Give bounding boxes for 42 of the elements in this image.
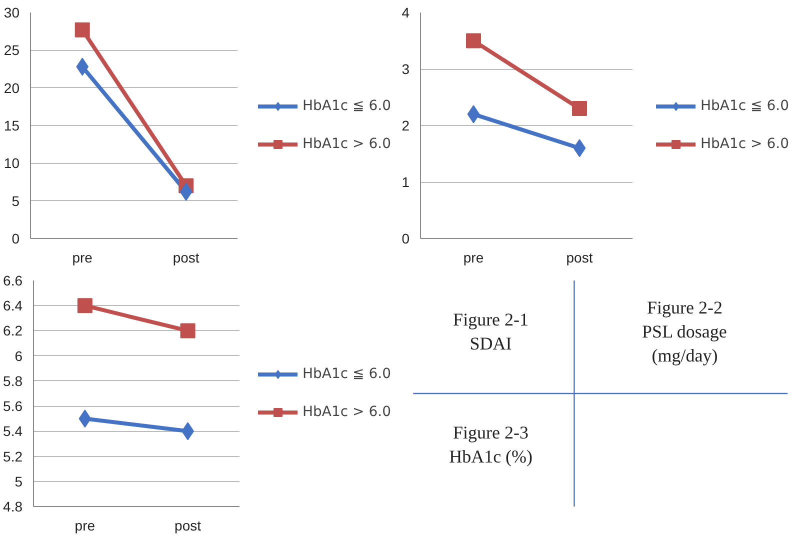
point <box>466 33 481 48</box>
x-tick-label: pre <box>72 250 93 266</box>
point <box>77 298 92 314</box>
point <box>74 22 90 38</box>
y-tick-label: 5.2 <box>3 448 23 464</box>
x-tick-label: post <box>172 250 200 266</box>
caption: Figure 2-1 SDAI <box>453 309 529 354</box>
x-tick-label: pre <box>74 518 96 534</box>
point <box>572 101 587 116</box>
y-tick-label: 4 <box>402 4 410 20</box>
y-tick-label: 5 <box>14 473 23 490</box>
legend-label: HbA1c ≦ 6.0 <box>700 98 789 114</box>
legend-label: HbA1c > 6.0 <box>302 404 391 420</box>
legend-label: HbA1c ≦ 6.0 <box>302 366 391 382</box>
y-tick-label: 5.4 <box>3 423 23 440</box>
y-tick-label: 0 <box>12 230 20 246</box>
legend-label: HbA1c > 6.0 <box>700 136 789 152</box>
y-tick-label: 4.8 <box>3 498 23 514</box>
y-tick-label: 6.4 <box>3 298 23 314</box>
y-tick-label: 6 <box>14 348 23 364</box>
y-tick-label: 15 <box>4 118 20 134</box>
point <box>180 323 196 338</box>
y-tick-label: 20 <box>4 80 20 96</box>
y-tick-label: 3 <box>402 61 410 77</box>
legend-label: HbA1c ≦ 6.0 <box>302 98 391 114</box>
y-tick-label: 2 <box>402 118 410 134</box>
caption: Figure 2-3 HbA1c (%) <box>449 422 533 466</box>
caption: Figure 2-2 PSL dosage (mg/day) <box>642 297 727 366</box>
y-tick-label: 30 <box>4 4 20 20</box>
y-tick-label: 1 <box>402 174 410 190</box>
x-tick-label: pre <box>463 250 484 266</box>
legend-label: HbA1c > 6.0 <box>302 136 391 152</box>
y-tick-label: 5 <box>12 192 20 209</box>
y-tick-label: 10 <box>4 155 20 172</box>
y-tick-label: 5.8 <box>3 372 23 389</box>
y-tick-label: 6.2 <box>3 322 23 339</box>
y-tick-label: 0 <box>402 230 410 246</box>
y-tick-label: 25 <box>4 42 20 58</box>
y-tick-label: 6.6 <box>3 272 23 288</box>
x-tick-label: post <box>174 518 202 534</box>
y-tick-label: 5.6 <box>3 398 23 414</box>
x-tick-label: post <box>566 250 593 266</box>
